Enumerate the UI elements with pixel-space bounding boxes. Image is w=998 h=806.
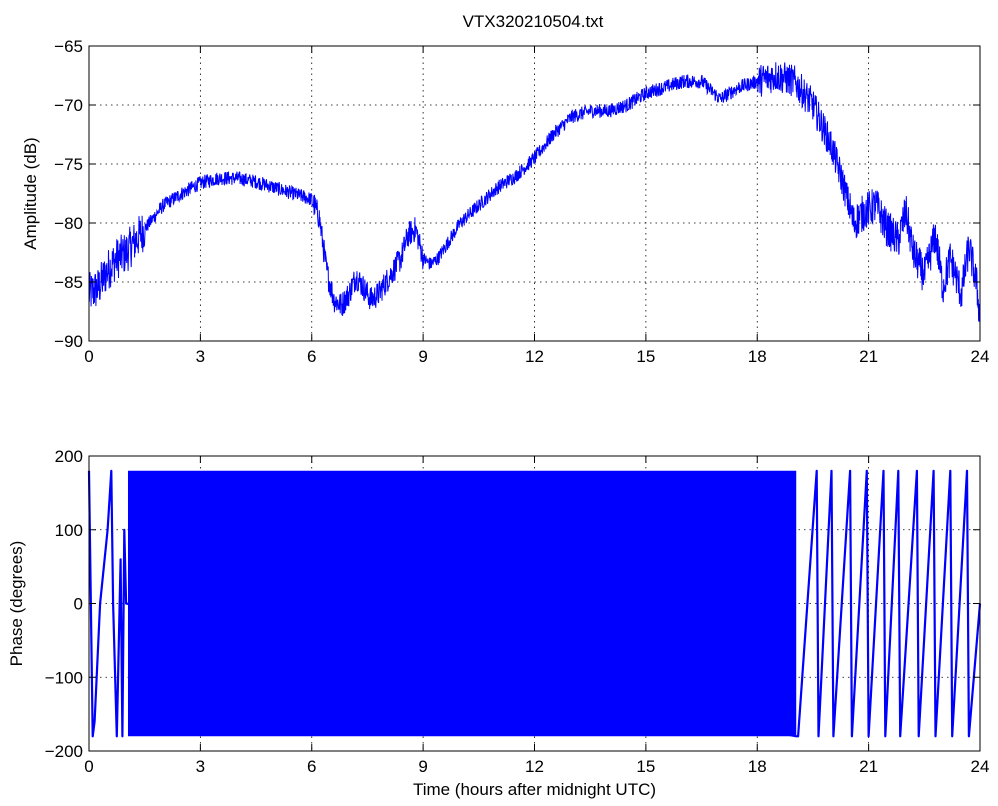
x-tick-label: 15 [636, 347, 655, 366]
x-tick-label: 21 [859, 757, 878, 776]
x-tick-label: 0 [84, 757, 93, 776]
x-tick-label: 6 [307, 757, 316, 776]
y-tick-label: −70 [54, 96, 83, 115]
y-tick-label: −75 [54, 155, 83, 174]
y-tick-label: −200 [45, 742, 83, 761]
x-tick-label: 15 [636, 757, 655, 776]
y-tick-label: 200 [55, 447, 83, 466]
x-tick-label: 18 [748, 347, 767, 366]
phase-dense-band [127, 470, 797, 737]
phase-series [87, 469, 982, 738]
y-tick-label: 0 [74, 595, 83, 614]
x-tick-label: 3 [196, 347, 205, 366]
x-tick-label: 24 [971, 347, 990, 366]
x-tick-label: 3 [196, 757, 205, 776]
y-tick-label: 100 [55, 521, 83, 540]
amplitude-plot: 0 3 6 9 12 15 18 21 24 −90 −85 −80 −75 −70 −65 Amplitu… [21, 37, 989, 366]
x-tick-label: 12 [525, 347, 544, 366]
phase-x-axis-label: Time (hours after midnight UTC) [413, 780, 656, 799]
phase-line [87, 469, 982, 738]
amplitude-line [88, 62, 981, 323]
phase-y-axis-label: Phase (degrees) [7, 541, 26, 667]
x-tick-label: 21 [859, 347, 878, 366]
y-tick-label: −100 [45, 668, 83, 687]
figure-title: VTX320210504.txt [463, 12, 604, 31]
x-tick-label: 18 [748, 757, 767, 776]
x-tick-label: 12 [525, 757, 544, 776]
x-tick-label: 9 [418, 757, 427, 776]
phase-ticks: 0 3 6 9 12 15 18 21 24 −200 −100 0 100 200 [45, 447, 990, 776]
y-tick-label: −65 [54, 37, 83, 56]
x-tick-label: 0 [84, 347, 93, 366]
y-tick-label: −85 [54, 273, 83, 292]
phase-plot: 0 3 6 9 12 15 18 21 24 −200 −100 0 100 200 Phase (deg… [7, 447, 989, 799]
y-tick-label: −90 [54, 332, 83, 351]
amplitude-ticks: 0 3 6 9 12 15 18 21 24 −90 −85 −80 −75 −70 −65 [54, 37, 989, 366]
x-tick-label: 6 [307, 347, 316, 366]
amplitude-y-axis-label: Amplitude (dB) [21, 137, 40, 249]
amplitude-series [88, 62, 981, 323]
x-tick-label: 9 [418, 347, 427, 366]
y-tick-label: −80 [54, 214, 83, 233]
x-tick-label: 24 [971, 757, 990, 776]
